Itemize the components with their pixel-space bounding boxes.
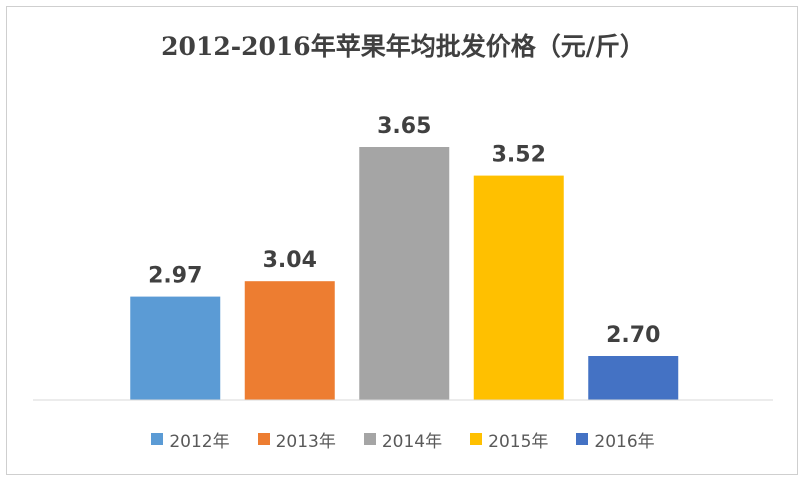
data-label-2014年: 3.65	[377, 114, 431, 139]
data-label-2012年: 2.97	[148, 264, 202, 289]
legend-item-2016年: 2016年	[576, 427, 655, 452]
legend-label: 2016年	[594, 431, 655, 452]
legend-swatch	[363, 433, 376, 445]
data-label-2015年: 3.52	[492, 143, 546, 168]
legend-swatch	[257, 433, 270, 445]
bar-2012年	[130, 296, 221, 400]
bars-group: 2.97 3.04 3.65 3.52 2.70	[130, 114, 679, 400]
legend-item-2015年: 2015年	[470, 427, 548, 452]
legend-swatch	[151, 433, 164, 445]
legend-item-2014年: 2014年	[363, 427, 443, 452]
legend-label: 2013年	[275, 431, 336, 452]
legend-item-2012年: 2012年	[151, 427, 230, 452]
bar-2015年	[473, 175, 564, 400]
legend-label: 2012年	[169, 431, 230, 452]
bar-2013年	[244, 281, 335, 400]
data-label-2013年: 3.04	[263, 248, 317, 273]
data-label-2016年: 2.70	[606, 323, 660, 348]
legend-swatch	[470, 433, 483, 445]
legend-swatch	[576, 433, 589, 445]
legend-label: 2015年	[488, 431, 549, 452]
legend: 2012年 2013年 2014年 2015年 2016年	[0, 424, 806, 454]
legend-item-2013年: 2013年	[257, 427, 336, 452]
bar-2014年	[359, 147, 450, 400]
bar-2016年	[588, 356, 679, 400]
legend-label: 2014年	[381, 431, 443, 452]
chart-title: 2012-2016年苹果年均批发价格（元/斤）	[161, 32, 645, 61]
